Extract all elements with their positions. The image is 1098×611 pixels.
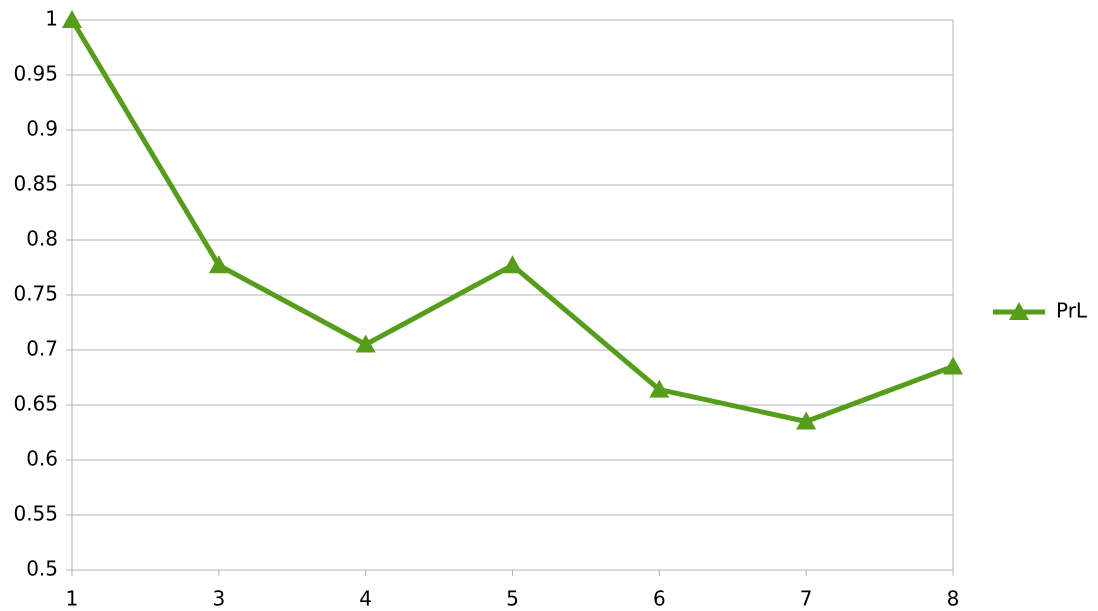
marker <box>208 255 229 274</box>
y-tick-label: 0.55 <box>13 502 58 526</box>
x-tick-label: 3 <box>212 587 225 611</box>
marker <box>502 255 523 274</box>
x-tick-label: 1 <box>66 587 79 611</box>
y-tick-label: 0.9 <box>26 117 58 141</box>
y-tick-label: 0.65 <box>13 392 58 416</box>
y-tick-label: 0.5 <box>26 557 58 581</box>
y-tick-label: 0.75 <box>13 282 58 306</box>
series-line <box>69 18 954 424</box>
marker <box>62 10 82 28</box>
legend-marker <box>1009 302 1029 320</box>
marker <box>355 334 376 353</box>
marker <box>943 356 963 375</box>
legend-label: PrL <box>1056 299 1088 323</box>
marker <box>796 411 817 430</box>
x-tick-label: 7 <box>800 587 813 611</box>
x-tick-label: 8 <box>947 587 960 611</box>
y-tick-label: 0.85 <box>13 172 58 196</box>
x-tick-label: 5 <box>506 587 519 611</box>
y-tick-label: 1 <box>45 7 58 31</box>
y-tick-label: 0.6 <box>26 447 58 471</box>
y-tick-label: 0.95 <box>13 62 58 86</box>
x-tick-label: 4 <box>359 587 372 611</box>
x-tick-label: 6 <box>653 587 666 611</box>
marker <box>649 379 670 398</box>
y-tick-label: 0.8 <box>26 227 58 251</box>
y-tick-label: 0.7 <box>26 337 58 361</box>
